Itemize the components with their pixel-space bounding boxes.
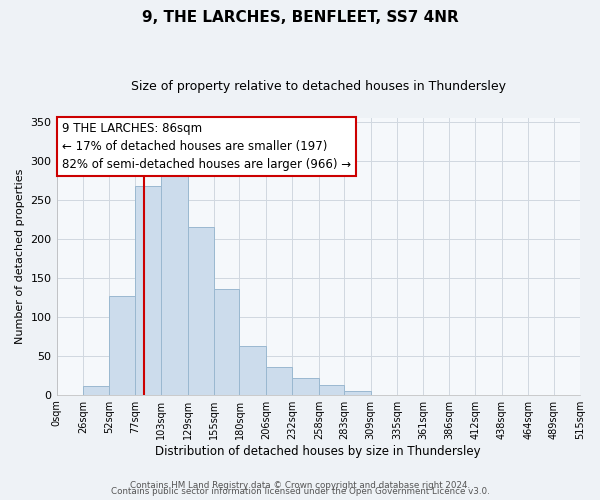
- Bar: [109, 296, 135, 394]
- Bar: [188, 227, 214, 394]
- Text: Contains public sector information licensed under the Open Government Licence v3: Contains public sector information licen…: [110, 488, 490, 496]
- Bar: [135, 186, 161, 394]
- Bar: [292, 378, 319, 394]
- Bar: [239, 346, 266, 395]
- Title: Size of property relative to detached houses in Thundersley: Size of property relative to detached ho…: [131, 80, 506, 93]
- Bar: [344, 391, 371, 394]
- Text: 9 THE LARCHES: 86sqm
← 17% of detached houses are smaller (197)
82% of semi-deta: 9 THE LARCHES: 86sqm ← 17% of detached h…: [62, 122, 351, 171]
- Bar: [266, 366, 292, 394]
- X-axis label: Distribution of detached houses by size in Thundersley: Distribution of detached houses by size …: [155, 444, 481, 458]
- Text: 9, THE LARCHES, BENFLEET, SS7 4NR: 9, THE LARCHES, BENFLEET, SS7 4NR: [142, 10, 458, 25]
- Bar: [161, 173, 188, 394]
- Bar: [319, 384, 344, 394]
- Text: Contains HM Land Registry data © Crown copyright and database right 2024.: Contains HM Land Registry data © Crown c…: [130, 481, 470, 490]
- Y-axis label: Number of detached properties: Number of detached properties: [15, 168, 25, 344]
- Bar: [214, 288, 239, 395]
- Bar: [83, 386, 109, 394]
